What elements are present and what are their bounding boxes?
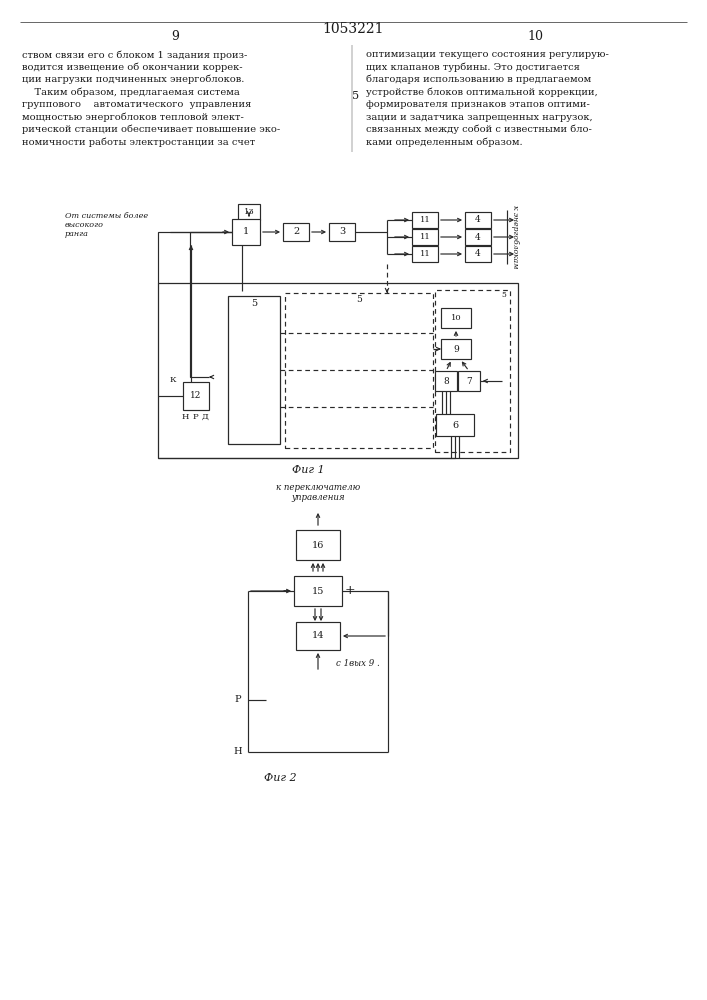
Text: 16: 16 bbox=[312, 540, 325, 550]
Text: 12: 12 bbox=[190, 391, 201, 400]
Text: 5: 5 bbox=[501, 291, 506, 299]
Text: 10: 10 bbox=[450, 314, 461, 322]
Text: щих клапанов турбины. Это достигается: щих клапанов турбины. Это достигается bbox=[366, 62, 580, 72]
Text: номичности работы электростанции за счет: номичности работы электростанции за счет bbox=[22, 137, 255, 147]
Text: Д: Д bbox=[201, 413, 209, 421]
Text: Р: Р bbox=[235, 696, 241, 704]
Text: 15: 15 bbox=[312, 586, 325, 595]
Text: к переключателю
управления: к переключателю управления bbox=[276, 483, 360, 502]
Text: 1: 1 bbox=[243, 228, 249, 236]
Text: 2: 2 bbox=[293, 228, 299, 236]
Text: мощностью энергоблоков тепловой элект-: мощностью энергоблоков тепловой элект- bbox=[22, 112, 244, 122]
Text: Н: Н bbox=[234, 748, 243, 756]
Text: 11: 11 bbox=[420, 250, 431, 258]
Text: 5: 5 bbox=[356, 296, 362, 304]
Text: рической станции обеспечивает повышение эко-: рической станции обеспечивает повышение … bbox=[22, 125, 280, 134]
Text: Р: Р bbox=[192, 413, 198, 421]
Bar bbox=[412, 212, 438, 228]
Text: зации и задатчика запрещенных нагрузок,: зации и задатчика запрещенных нагрузок, bbox=[366, 112, 592, 121]
Bar bbox=[228, 296, 280, 444]
Text: От системы более
высокого
ранга: От системы более высокого ранга bbox=[65, 212, 148, 238]
Text: к энергоблокам: к энергоблокам bbox=[511, 205, 519, 269]
Text: 1053221: 1053221 bbox=[322, 22, 384, 36]
Bar bbox=[441, 339, 471, 359]
Text: 5: 5 bbox=[352, 91, 360, 101]
Text: Фиг 1: Фиг 1 bbox=[292, 465, 325, 475]
Text: водится извещение об окончании коррек-: водится извещение об окончании коррек- bbox=[22, 62, 243, 72]
Bar bbox=[232, 219, 260, 245]
Text: +: + bbox=[345, 584, 356, 597]
Text: Фиг 2: Фиг 2 bbox=[264, 773, 296, 783]
Text: 9: 9 bbox=[171, 30, 179, 43]
Text: 3: 3 bbox=[339, 228, 345, 236]
Bar bbox=[441, 308, 471, 328]
Text: 5: 5 bbox=[251, 300, 257, 308]
Bar bbox=[436, 414, 474, 436]
Text: благодаря использованию в предлагаемом: благодаря использованию в предлагаемом bbox=[366, 75, 591, 85]
Text: устройстве блоков оптимальной коррекции,: устройстве блоков оптимальной коррекции, bbox=[366, 88, 597, 97]
Bar bbox=[435, 290, 510, 452]
Bar bbox=[238, 204, 260, 220]
Bar bbox=[329, 223, 355, 241]
Bar bbox=[283, 223, 309, 241]
Text: 6: 6 bbox=[452, 420, 458, 430]
Bar bbox=[412, 246, 438, 262]
Text: 14: 14 bbox=[312, 632, 325, 641]
Bar bbox=[465, 212, 491, 228]
Text: 11: 11 bbox=[420, 216, 431, 224]
Text: –: – bbox=[283, 584, 289, 597]
Text: Таким образом, предлагаемая система: Таким образом, предлагаемая система bbox=[22, 88, 240, 97]
Bar bbox=[183, 382, 209, 410]
Text: К: К bbox=[170, 376, 176, 384]
Bar bbox=[465, 229, 491, 245]
Text: ством связи его с блоком 1 задания произ-: ством связи его с блоком 1 задания произ… bbox=[22, 50, 247, 60]
Bar bbox=[296, 530, 340, 560]
Bar bbox=[458, 371, 480, 391]
Text: 4: 4 bbox=[475, 216, 481, 225]
Text: 10: 10 bbox=[527, 30, 543, 43]
Text: ции нагрузки подчиненных энергоблоков.: ции нагрузки подчиненных энергоблоков. bbox=[22, 75, 245, 85]
Text: 8: 8 bbox=[443, 376, 449, 385]
Bar bbox=[285, 293, 433, 448]
Text: 11: 11 bbox=[420, 233, 431, 241]
Bar bbox=[465, 246, 491, 262]
Bar bbox=[435, 371, 457, 391]
Bar bbox=[158, 283, 518, 458]
Bar bbox=[296, 622, 340, 650]
Text: формирователя признаков этапов оптими-: формирователя признаков этапов оптими- bbox=[366, 100, 590, 109]
Text: 4: 4 bbox=[475, 232, 481, 241]
Text: группового    автоматического  управления: группового автоматического управления bbox=[22, 100, 252, 109]
Text: с 1вых 9 .: с 1вых 9 . bbox=[336, 660, 380, 668]
Text: оптимизации текущего состояния регулирую-: оптимизации текущего состояния регулирую… bbox=[366, 50, 609, 59]
Text: 13: 13 bbox=[244, 208, 255, 216]
Text: Н: Н bbox=[181, 413, 189, 421]
Text: 7: 7 bbox=[466, 376, 472, 385]
Text: ками определенным образом.: ками определенным образом. bbox=[366, 137, 522, 147]
Bar bbox=[294, 576, 342, 606]
Text: связанных между собой с известными бло-: связанных между собой с известными бло- bbox=[366, 125, 592, 134]
Bar bbox=[412, 229, 438, 245]
Text: 9: 9 bbox=[453, 344, 459, 354]
Text: 4: 4 bbox=[475, 249, 481, 258]
